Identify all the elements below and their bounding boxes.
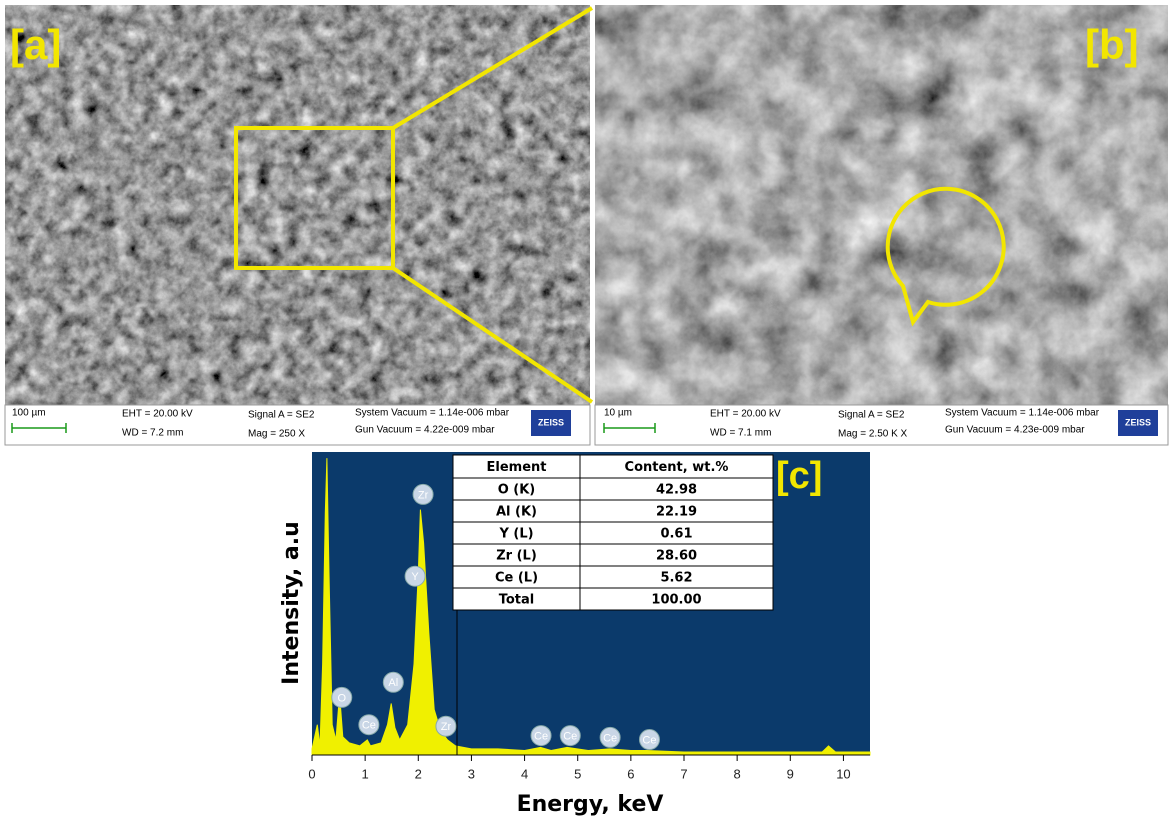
mag: Mag = 250 X [248,429,305,440]
x-tick-label: 10 [836,766,850,781]
x-tick-label: 4 [521,766,528,781]
x-tick-label: 6 [627,766,634,781]
y-axis-label: Intensity, a.u [279,521,304,685]
panel-b: 10 µm EHT = 20.00 kV WD = 7.1 mm Signal … [595,5,1168,445]
peak-label: Ce [362,720,376,732]
table-cell: 5.62 [660,571,692,586]
signal: Signal A = SE2 [838,410,905,421]
x-tick-label: 3 [468,766,475,781]
eht: EHT = 20.00 kV [122,409,193,420]
peak-label: O [337,692,346,704]
eds-chart: 0 1 2 3 4 5 6 7 8 9 10 Energy, keV Intensity, a.u O Ce… [279,452,870,817]
table-header: Content, wt.% [625,460,729,475]
table-header: Element [487,460,547,475]
x-tick-label: 5 [574,766,581,781]
x-axis-label: Energy, keV [517,792,664,817]
scale-bar-label: 10 µm [604,408,632,419]
system-vacuum: System Vacuum = 1.14e-006 mbar [355,408,510,419]
table-cell: Y (L) [498,527,533,542]
panel-a: 100 µm EHT = 20.00 kV WD = 7.2 mm Signal… [5,5,590,445]
table-cell: 28.60 [656,549,697,564]
x-tick-label: 2 [415,766,422,781]
mag: Mag = 2.50 K X [838,429,908,440]
table-cell: Al (K) [496,505,537,520]
eht: EHT = 20.00 kV [710,409,781,420]
table-cell: 100.00 [651,593,701,608]
x-tick-label: 1 [362,766,369,781]
peak-label: Ce [534,731,548,743]
wd: WD = 7.1 mm [710,428,771,439]
logo: ZEISS [1125,417,1151,427]
panel-label: [c] [776,455,822,497]
peak-label: Ce [642,734,656,746]
table-cell: Total [499,593,535,608]
x-tick-label: 8 [734,766,741,781]
system-vacuum: System Vacuum = 1.14e-006 mbar [945,408,1100,419]
peak-label: Ce [603,732,617,744]
gun-vacuum: Gun Vacuum = 4.22e-009 mbar [355,425,495,436]
table-cell: 22.19 [656,505,697,520]
table-cell: O (K) [498,483,536,498]
scale-bar-label: 100 µm [12,408,46,419]
x-tick-label: 0 [308,766,315,781]
peak-label: Zr [418,489,429,501]
wd: WD = 7.2 mm [122,428,183,439]
peak-label: Y [411,571,419,583]
peak-label: Al [388,677,398,689]
x-tick-label: 9 [787,766,794,781]
table-cell: 0.61 [660,527,692,542]
gun-vacuum: Gun Vacuum = 4.23e-009 mbar [945,425,1085,436]
panel-label: [b] [1085,21,1139,68]
panel-label: [a] [10,21,61,68]
peak-label: Zr [441,721,452,733]
signal: Signal A = SE2 [248,410,315,421]
table-cell: Ce (L) [495,571,538,586]
x-tick-label: 7 [680,766,687,781]
logo: ZEISS [538,417,564,427]
table-cell: Zr (L) [496,549,537,564]
table-cell: 42.98 [656,483,697,498]
sem-image [5,5,590,405]
figure: 100 µm EHT = 20.00 kV WD = 7.2 mm Signal… [0,0,1173,825]
sem-image [595,5,1168,405]
peak-label: Ce [563,731,577,743]
